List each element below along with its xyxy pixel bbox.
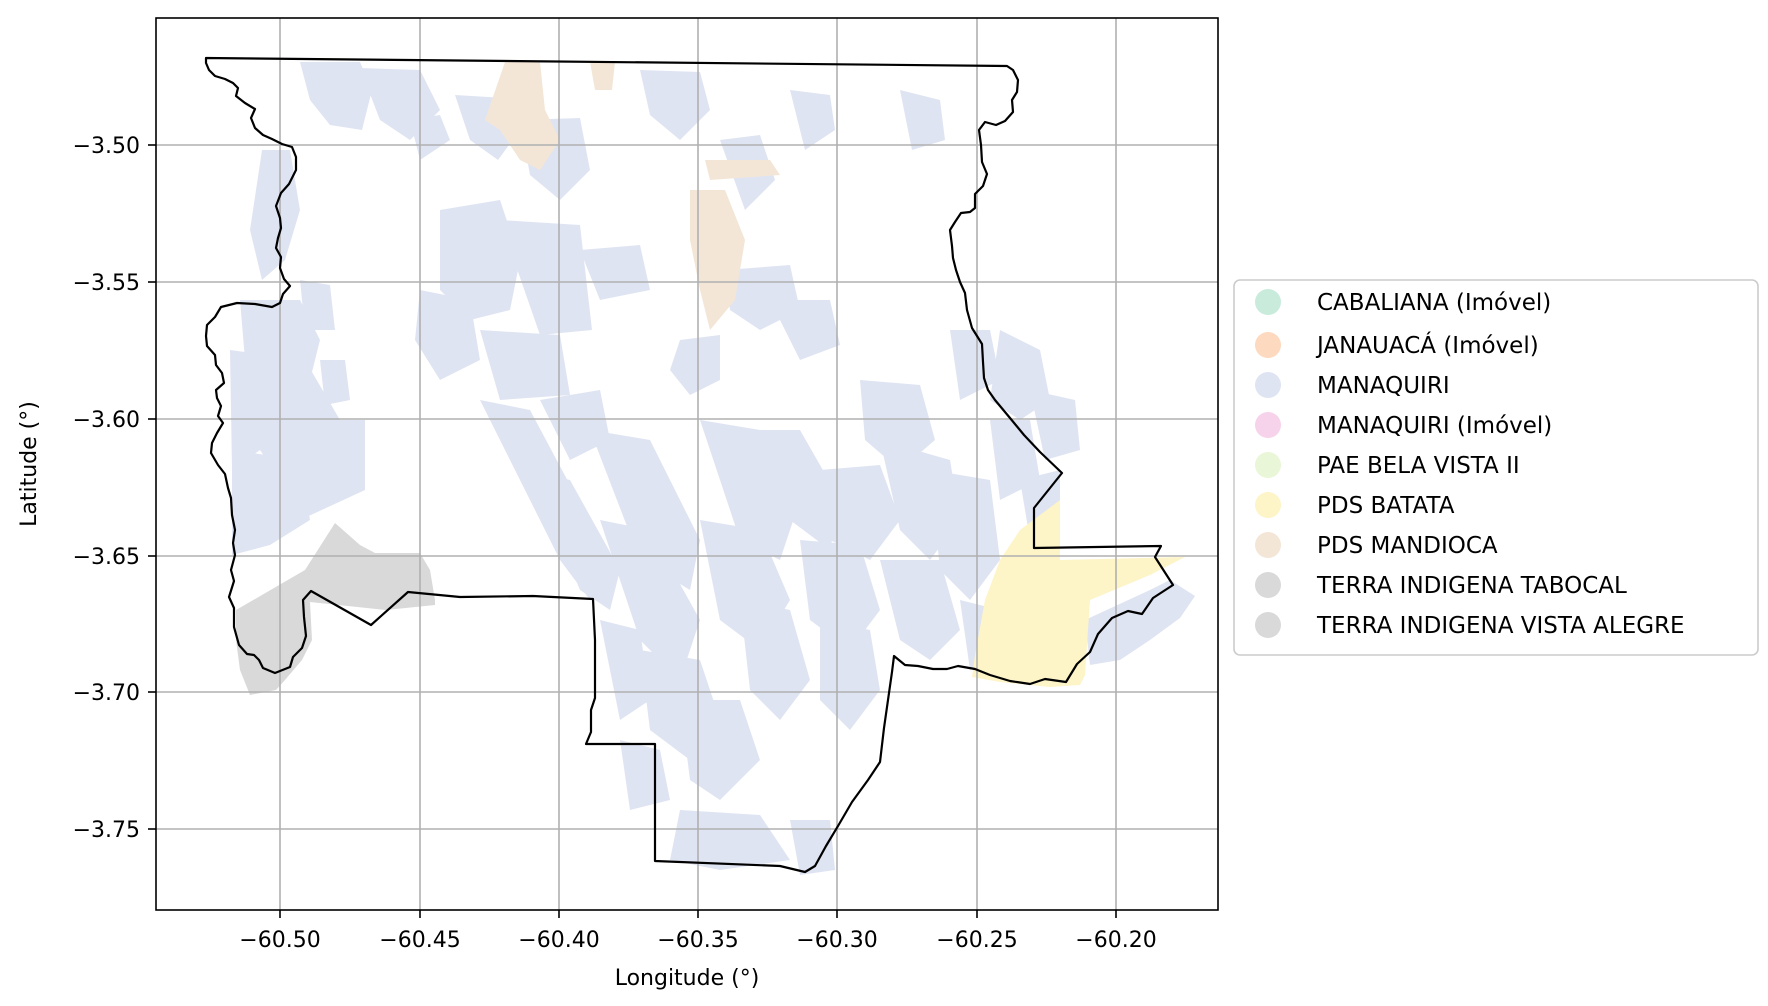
legend-marker <box>1255 532 1281 558</box>
grid <box>156 18 1218 910</box>
y-tick-label: −3.50 <box>73 134 140 159</box>
y-tick-label: −3.55 <box>73 271 140 296</box>
legend-item: PAE BELA VISTA II <box>1255 452 1520 479</box>
legend-label: PAE BELA VISTA II <box>1317 453 1520 479</box>
legend-label: MANAQUIRI <box>1317 373 1450 399</box>
pds-mandioca-areas <box>485 62 780 330</box>
legend-marker <box>1255 332 1281 358</box>
x-tick-label: −60.45 <box>379 928 460 953</box>
legend-marker <box>1255 612 1281 638</box>
y-tick-label: −3.60 <box>73 408 140 433</box>
x-axis-ticks <box>279 910 1117 918</box>
legend-label: PDS BATATA <box>1317 493 1455 519</box>
legend-marker <box>1255 572 1281 598</box>
x-tick-label: −60.30 <box>796 928 877 953</box>
x-tick-label: −60.20 <box>1075 928 1156 953</box>
legend-item: TERRA INDIGENA TABOCAL <box>1255 572 1627 599</box>
legend-marker <box>1255 452 1281 478</box>
municipality-boundary <box>204 56 1175 874</box>
x-tick-labels: −60.50 −60.45 −60.40 −60.35 −60.30 −60.2… <box>239 928 1156 953</box>
legend-label: JANAUACÁ (Imóvel) <box>1315 331 1539 359</box>
legend-item: PDS MANDIOCA <box>1255 532 1498 559</box>
legend-label: MANAQUIRI (Imóvel) <box>1317 413 1552 439</box>
legend-marker <box>1255 289 1281 315</box>
x-tick-label: −60.50 <box>239 928 320 953</box>
legend-item: MANAQUIRI (Imóvel) <box>1255 412 1552 439</box>
legend-marker <box>1255 372 1281 398</box>
legend: CABALIANA (Imóvel) JANAUACÁ (Imóvel) MAN… <box>1233 279 1759 656</box>
x-axis-label: Longitude (°) <box>615 966 760 991</box>
x-tick-label: −60.40 <box>518 928 599 953</box>
legend-item: JANAUACÁ (Imóvel) <box>1255 331 1539 359</box>
legend-label: TERRA INDIGENA VISTA ALEGRE <box>1316 613 1685 639</box>
y-tick-label: −3.70 <box>73 681 140 706</box>
legend-item: MANAQUIRI <box>1255 372 1450 399</box>
legend-item: CABALIANA (Imóvel) <box>1255 289 1551 316</box>
legend-label: TERRA INDIGENA TABOCAL <box>1316 573 1627 599</box>
legend-label: CABALIANA (Imóvel) <box>1317 290 1551 316</box>
y-tick-label: −3.75 <box>73 818 140 843</box>
legend-item: PDS BATATA <box>1255 492 1455 519</box>
plot-frame <box>155 17 1219 911</box>
pds-batata-area <box>972 500 1185 687</box>
y-axis-label: Latitude (°) <box>17 401 42 527</box>
y-tick-label: −3.65 <box>73 545 140 570</box>
x-tick-label: −60.25 <box>936 928 1017 953</box>
terra-indigena-area <box>236 523 435 695</box>
legend-item: TERRA INDIGENA VISTA ALEGRE <box>1255 612 1685 639</box>
legend-marker <box>1255 492 1281 518</box>
y-tick-labels: −3.50 −3.55 −3.60 −3.65 −3.70 −3.75 <box>73 134 140 843</box>
legend-marker <box>1255 412 1281 438</box>
y-axis-ticks <box>148 144 156 830</box>
x-tick-label: −60.35 <box>657 928 738 953</box>
legend-frame <box>1233 279 1759 656</box>
legend-label: PDS MANDIOCA <box>1317 533 1498 559</box>
